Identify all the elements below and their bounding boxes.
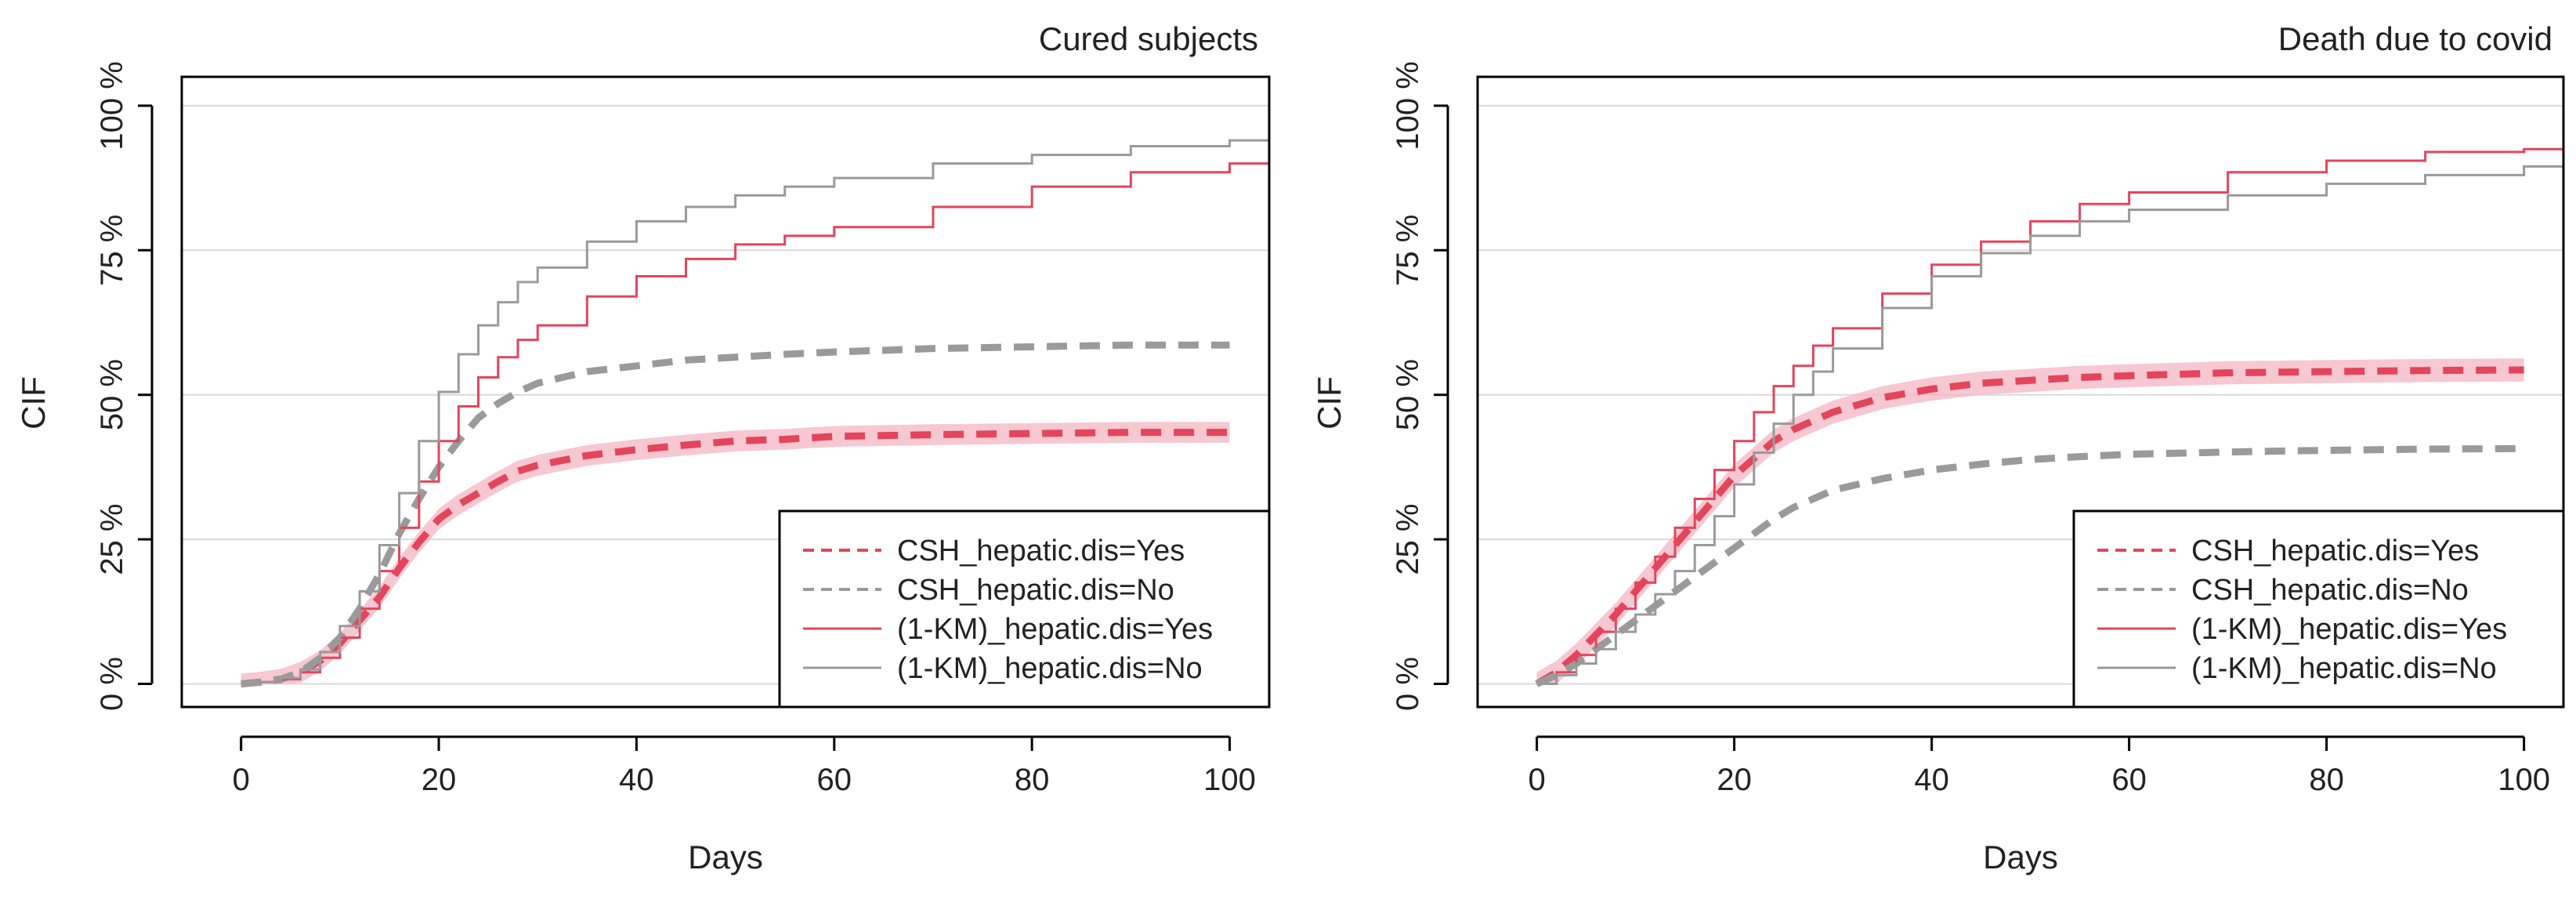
chart-panel-1: 0 20 40 60 80 100 0 % 25 % 50 % 75 % 100 % Days CIF C… bbox=[15, 20, 1271, 875]
x-tick-label-3: 60 bbox=[2111, 763, 2147, 797]
series-line-0 bbox=[241, 429, 1230, 687]
x-tick-label-0: 0 bbox=[1528, 763, 1545, 797]
y-tick-label-0: 0 % bbox=[95, 657, 129, 711]
chart-panel-2: 0 20 40 60 80 100 0 % 25 % 50 % 75 % 100 % Days CIF D… bbox=[1311, 20, 2565, 875]
y-axis-title: CIF bbox=[15, 376, 52, 430]
y-tick-label-3: 75 % bbox=[95, 215, 129, 286]
legend-label-1: CSH_hepatic.dis=No bbox=[897, 574, 1174, 607]
x-tick-label-3: 60 bbox=[817, 763, 852, 797]
x-tick-label-5: 100 bbox=[1203, 763, 1256, 797]
plot-area bbox=[241, 139, 1269, 687]
y-axis-title: CIF bbox=[1311, 376, 1348, 430]
x-axis-title: Days bbox=[1983, 839, 2058, 875]
y-tick-label-4: 100 % bbox=[95, 61, 129, 150]
x-axis-title: Days bbox=[688, 839, 763, 875]
x-tick-label-5: 100 bbox=[2498, 763, 2550, 797]
legend-label-2: (1-KM)_hepatic.dis=Yes bbox=[897, 613, 1213, 646]
x-tick-label-4: 80 bbox=[1015, 763, 1050, 797]
x-tick-label-0: 0 bbox=[233, 763, 250, 797]
series-line-1 bbox=[241, 341, 1230, 687]
y-tick-label-3: 75 % bbox=[1391, 215, 1425, 286]
y-tick-label-4: 100 % bbox=[1391, 61, 1425, 150]
y-tick-label-0: 0 % bbox=[1391, 657, 1425, 711]
legend-label-2: (1-KM)_hepatic.dis=Yes bbox=[2191, 613, 2507, 646]
series-line-0 bbox=[1535, 366, 2524, 687]
legend-label-3: (1-KM)_hepatic.dis=No bbox=[2191, 652, 2497, 685]
series-line-3 bbox=[1536, 163, 2563, 685]
y-tick-label-1: 25 % bbox=[1391, 504, 1425, 575]
legend-label-0: CSH_hepatic.dis=Yes bbox=[2191, 535, 2479, 567]
legend-label-1: CSH_hepatic.dis=No bbox=[2191, 574, 2469, 607]
legend-box bbox=[778, 509, 1271, 709]
legend: CSH_hepatic.dis=Yes CSH_hepatic.dis=No (1-… bbox=[2072, 509, 2565, 709]
y-tick-label-1: 25 % bbox=[95, 504, 129, 575]
x-tick-label-1: 20 bbox=[1717, 763, 1752, 797]
x-tick-label-1: 20 bbox=[421, 763, 457, 797]
legend: CSH_hepatic.dis=Yes CSH_hepatic.dis=No (1-… bbox=[778, 509, 1271, 709]
plot-frame bbox=[180, 75, 1271, 709]
x-tick-label-4: 80 bbox=[2309, 763, 2344, 797]
x-tick-label-2: 40 bbox=[619, 763, 654, 797]
y-tick-label-2: 50 % bbox=[1391, 359, 1425, 430]
legend-box bbox=[2072, 509, 2565, 709]
series-line-3 bbox=[241, 139, 1269, 685]
chart-title: Death due to covid bbox=[2278, 20, 2552, 57]
series-line-2 bbox=[241, 162, 1269, 685]
plot-frame bbox=[1476, 75, 2565, 709]
legend-label-0: CSH_hepatic.dis=Yes bbox=[897, 535, 1185, 567]
plot-area bbox=[1535, 140, 2563, 687]
confidence-band-0 bbox=[241, 422, 1230, 684]
x-tick-label-2: 40 bbox=[1914, 763, 1949, 797]
y-tick-label-2: 50 % bbox=[95, 359, 129, 430]
series-line-2 bbox=[1536, 140, 2563, 685]
chart-title: Cured subjects bbox=[1039, 20, 1258, 57]
series-line-1 bbox=[1535, 444, 2524, 687]
confidence-band-0 bbox=[1536, 358, 2524, 684]
legend-label-3: (1-KM)_hepatic.dis=No bbox=[897, 652, 1203, 685]
